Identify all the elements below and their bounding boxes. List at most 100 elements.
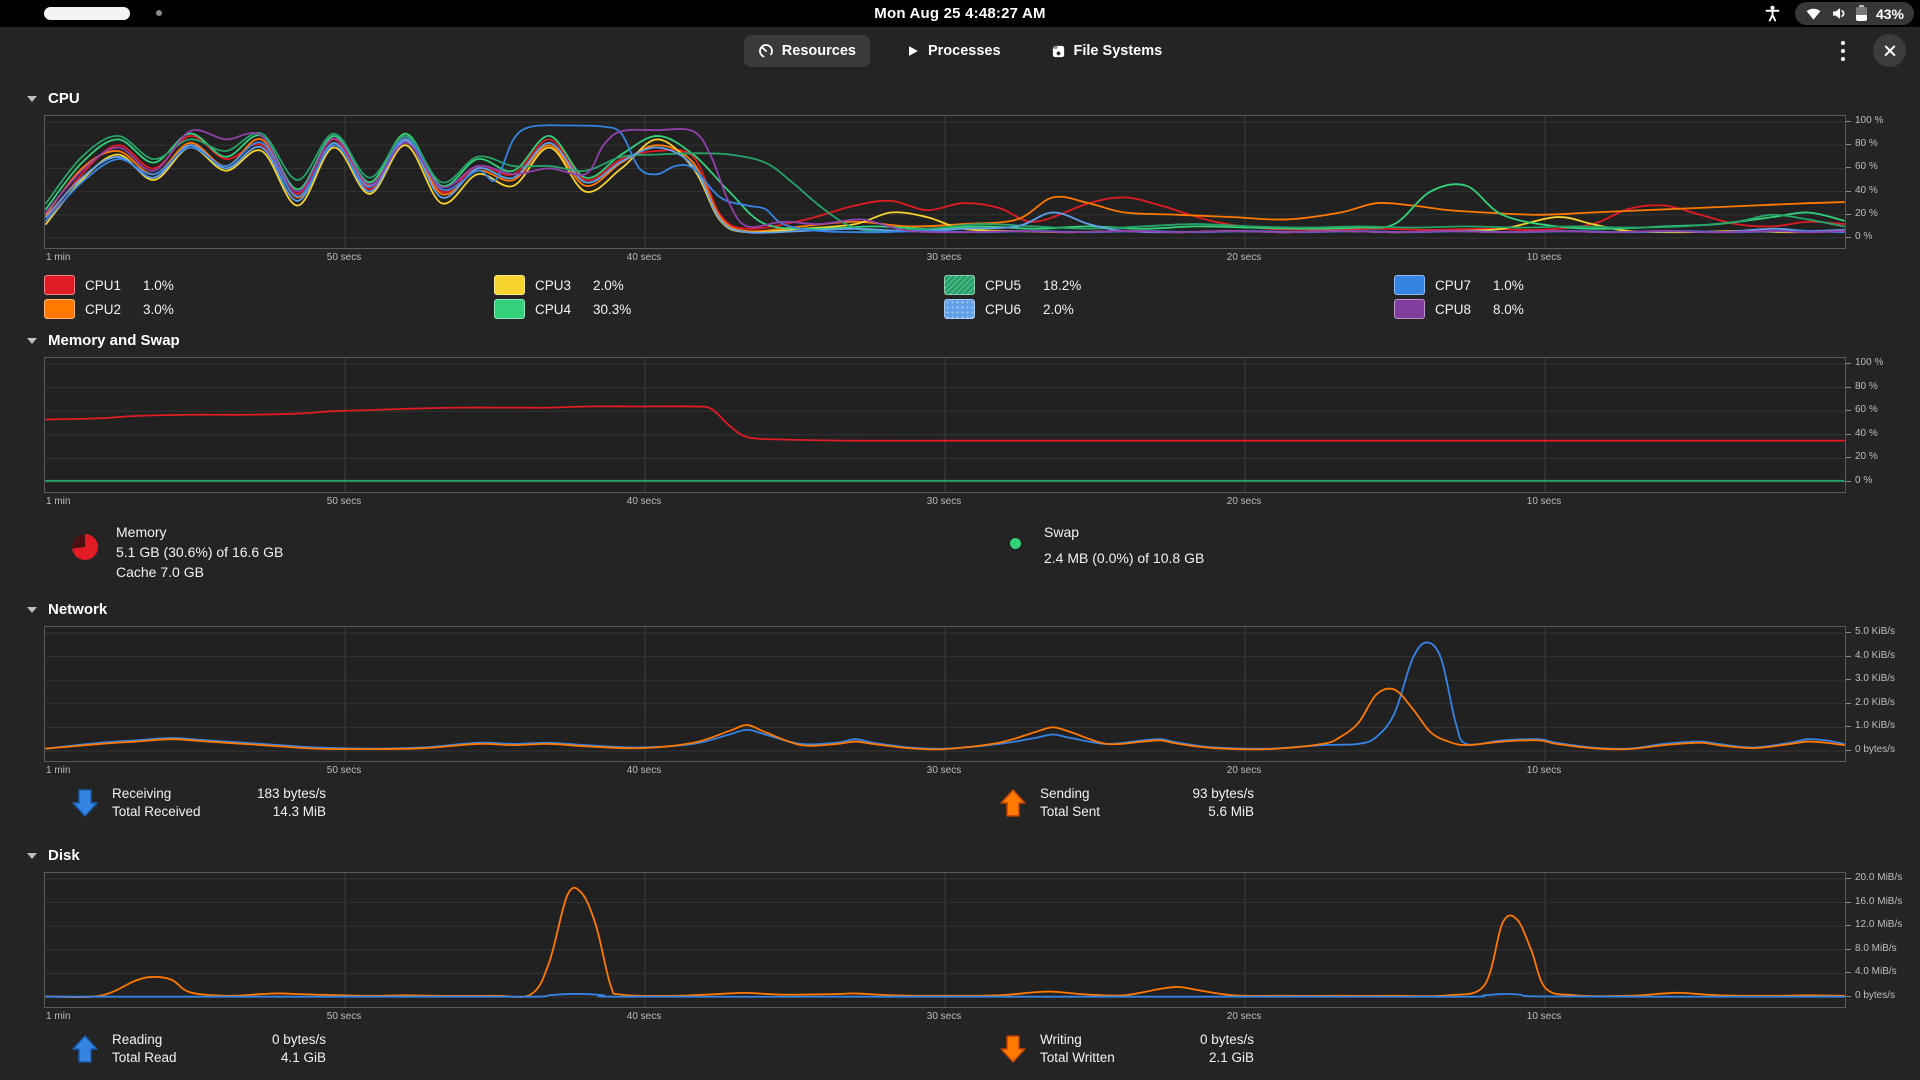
memory-x-tick-label: 40 secs	[626, 496, 662, 507]
cpu1-swatch	[44, 275, 75, 295]
volume-icon	[1833, 8, 1845, 19]
accessibility-icon[interactable]	[1764, 5, 1781, 22]
writing-rate: 0 bytes/s	[1199, 1032, 1254, 1047]
cpu7-swatch	[1394, 275, 1425, 295]
cpu4-legend-item: CPU4 30.3%	[494, 299, 944, 319]
swap-dot-icon	[1009, 538, 1021, 549]
tab-file-systems[interactable]: File Systems	[1037, 35, 1177, 67]
cpu2-value: 3.0%	[143, 301, 174, 317]
disk-y-tick-label: 8.0 MiB/s	[1846, 942, 1897, 954]
memory-usage-block: Memory 5.1 GB (30.6%) of 16.6 GB Cache 7…	[72, 522, 283, 582]
cpu4-label: CPU4	[535, 301, 572, 317]
memory-chart-svg	[45, 358, 1845, 492]
disk-x-tick-label: 10 secs	[1526, 1011, 1562, 1022]
cpu5-label: CPU5	[985, 277, 1022, 293]
network-y-tick-label: 4.0 KiB/s	[1845, 649, 1896, 661]
cpu-y-tick-label: 80 %	[1846, 138, 1878, 150]
network-y-tick-label: 3.0 KiB/s	[1845, 673, 1896, 685]
memory-y-tick-label: 60 %	[1846, 404, 1878, 416]
menu-kebab-button[interactable]	[1835, 35, 1851, 67]
memory-expander-icon[interactable]	[27, 337, 37, 344]
shell-clock[interactable]: Mon Aug 25 4:48:27 AM	[874, 5, 1046, 22]
memory-y-tick-label: 100 %	[1845, 357, 1884, 368]
cpu-y-tick-label: 0 %	[1845, 231, 1873, 242]
battery-percentage: 43%	[1875, 5, 1904, 22]
cpu1-label: CPU1	[85, 277, 122, 293]
total-sent-value: 5.6 MiB	[1208, 804, 1254, 819]
workspace-indicator-pill[interactable]	[44, 7, 130, 20]
cpu-x-tick-label: 40 secs	[626, 252, 662, 263]
receiving-rate: 183 bytes/s	[256, 786, 326, 801]
cpu5-value: 18.2%	[1043, 277, 1082, 293]
cpu3-legend-item: CPU3 2.0%	[494, 275, 944, 295]
tab-processes-label: Processes	[927, 43, 1001, 59]
cpu-chart: 100 % 80 % 60 % 40 % 20 % 0 % 1 min 50 secs 40 …	[44, 115, 1883, 268]
memory-chart-plot	[44, 357, 1846, 493]
disk-expander-icon[interactable]	[27, 852, 37, 859]
network-legend: Receiving 183 bytes/s Total Received 14.…	[0, 786, 1920, 834]
network-x-tick-label: 30 secs	[926, 765, 962, 776]
tab-processes[interactable]: Processes	[892, 35, 1015, 67]
cpu-chart-svg	[45, 116, 1845, 248]
memory-section-header: Memory and Swap	[27, 332, 1920, 349]
reading-rate: 0 bytes/s	[271, 1032, 326, 1047]
cpu-x-tick-label: 10 secs	[1526, 252, 1562, 263]
network-chart: 5.0 KiB/s 4.0 KiB/s 3.0 KiB/s 2.0 KiB/s 1.0 …	[44, 626, 1895, 781]
disk-x-tick-label: 30 secs	[926, 1011, 962, 1022]
cpu-section-title: CPU	[48, 90, 80, 107]
cpu8-label: CPU8	[1435, 301, 1472, 317]
close-icon	[1883, 44, 1896, 57]
network-chart-svg	[45, 627, 1845, 761]
cpu7-legend-item: CPU7 1.0%	[1394, 275, 1844, 295]
memory-section-title: Memory and Swap	[48, 332, 180, 349]
disk-legend: Reading 0 bytes/s Total Read 4.1 GiB Wri…	[0, 1032, 1920, 1080]
cpu-legend: CPU1 1.0% CPU2 3.0% CPU3 2.0% CPU4 30.3% CPU…	[44, 275, 1846, 319]
cpu2-swatch	[44, 299, 75, 319]
network-section-header: Network	[27, 601, 1920, 618]
network-chart-plot	[44, 626, 1846, 762]
sending-up-arrow-icon	[1000, 788, 1026, 817]
total-read-value: 4.1 GiB	[280, 1050, 326, 1065]
tab-resources[interactable]: Resources	[743, 35, 870, 67]
memory-cache-text: Cache 7.0 GB	[116, 564, 204, 580]
cpu2-label: CPU2	[85, 301, 122, 317]
disk-x-tick-label: 50 secs	[326, 1011, 362, 1022]
cpu-y-tick-label: 40 %	[1846, 184, 1878, 196]
network-sending-block: Sending 93 bytes/s Total Sent 5.6 MiB	[1000, 786, 1254, 819]
cpu6-swatch	[944, 299, 975, 319]
memory-legend: Memory 5.1 GB (30.6%) of 16.6 GB Cache 7…	[0, 522, 1920, 588]
disk-y-tick-label: 20.0 MiB/s	[1845, 872, 1903, 883]
disk-section-header: Disk	[27, 847, 1920, 864]
close-window-button[interactable]	[1873, 34, 1906, 67]
cpu-y-tick-label: 20 %	[1846, 207, 1878, 219]
disk-x-tick-label: 20 secs	[1226, 1011, 1262, 1022]
cpu5-swatch	[944, 275, 975, 295]
tab-file-systems-label: File Systems	[1073, 43, 1163, 59]
cpu7-value: 1.0%	[1493, 277, 1524, 293]
network-x-tick-label: 1 min	[46, 765, 71, 776]
cpu4-swatch	[494, 299, 525, 319]
total-received-value: 14.3 MiB	[272, 804, 326, 819]
disk-chart: 20.0 MiB/s 16.0 MiB/s 12.0 MiB/s 8.0 MiB/s 4…	[44, 872, 1902, 1027]
cpu-y-axis-labels: 100 % 80 % 60 % 40 % 20 % 0 %	[1845, 115, 1920, 268]
network-y-tick-label: 0 bytes/s	[1845, 744, 1896, 755]
network-expander-icon[interactable]	[27, 606, 37, 613]
cpu3-label: CPU3	[535, 277, 572, 293]
cpu-expander-icon[interactable]	[27, 95, 37, 102]
total-written-value: 2.1 GiB	[1208, 1050, 1254, 1065]
processes-icon	[909, 46, 918, 56]
network-x-tick-label: 50 secs	[326, 765, 362, 776]
network-y-tick-label: 2.0 KiB/s	[1845, 696, 1896, 708]
speedometer-icon	[758, 44, 773, 58]
disk-x-tick-label: 1 min	[46, 1011, 71, 1022]
battery-icon	[1855, 5, 1867, 22]
system-status-pill[interactable]: 43%	[1794, 2, 1914, 25]
network-receiving-block: Receiving 183 bytes/s Total Received 14.…	[72, 786, 326, 819]
workspace-dot[interactable]	[156, 10, 162, 16]
disk-chart-plot	[44, 872, 1846, 1008]
disk-y-tick-label: 0 bytes/s	[1845, 990, 1896, 1001]
cpu8-legend-item: CPU8 8.0%	[1394, 299, 1844, 319]
network-x-tick-label: 20 secs	[1226, 765, 1262, 776]
cpu1-value: 1.0%	[143, 277, 174, 293]
memory-x-tick-label: 1 min	[46, 496, 71, 507]
